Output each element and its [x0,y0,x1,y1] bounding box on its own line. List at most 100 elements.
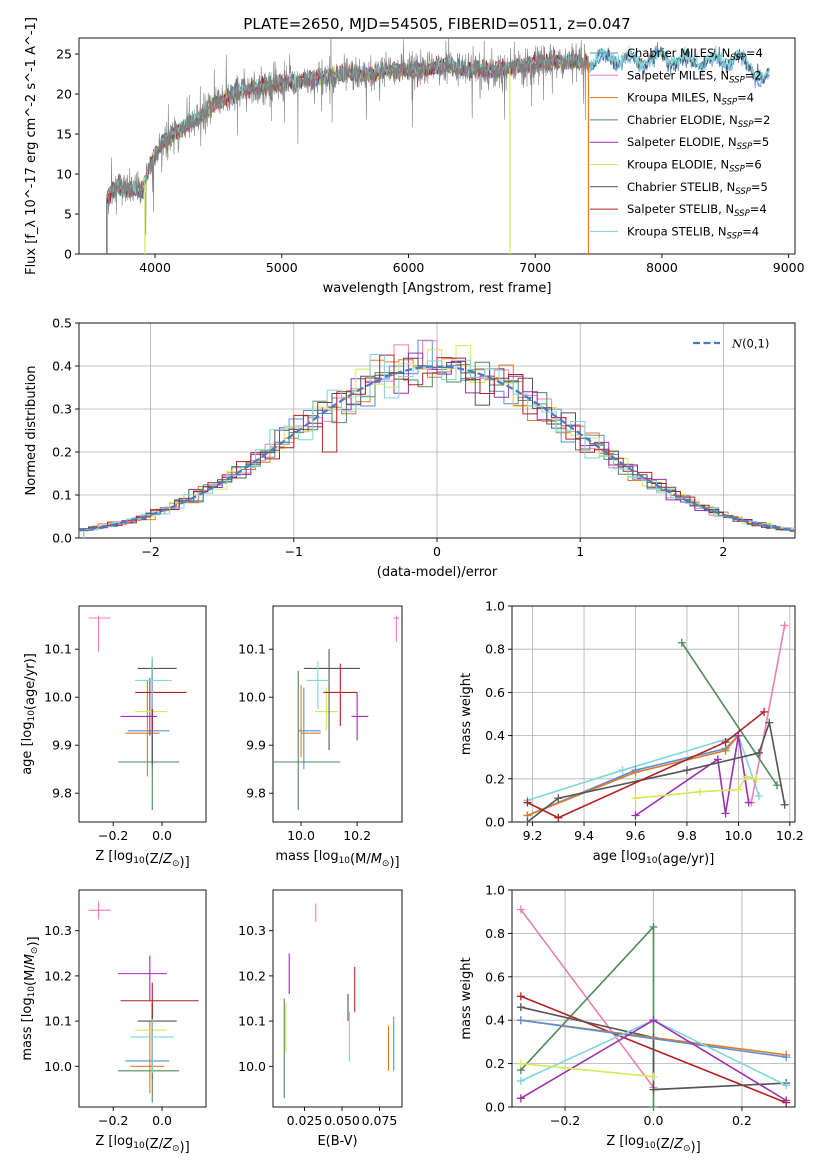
weight_vs_age-series-kroupa-stelib-marker [618,766,627,775]
age_vs_mass-errorbar-kroupa-stelib [306,661,330,710]
mass_vs_ebv-xlabel: E(B-V) [317,1134,357,1149]
age_vs_mass-frame [272,605,403,823]
residuals-ytick-label: 0.2 [52,445,72,460]
weight_vs_Z-ytick-label: 0.6 [485,969,505,984]
weight_vs_age-series-chabrier-stelib-marker [765,718,774,727]
age_vs_mass-errorbar-salpeter-elodie [351,692,369,741]
residuals-xtick-label: −1 [285,544,303,559]
weight_vs_age-xtick-label: 9.8 [677,828,697,843]
age_vs_Z-errorbar-salpeter-stelib [135,663,187,731]
weight_vs_Z-series-salpeter-stelib-marker [516,992,525,1001]
weight_vs_age-series-kroupa-elodie-marker [695,787,704,796]
residual-hist-salpeter-stelib [79,354,795,538]
mass_vs_ebv-ytick-label: 10.0 [238,1059,266,1074]
weight_vs_age-panel: 9.2 9.4 9.6 9.8 10.0 10.2 0.0 0.2 0.4 0.6 0.8 1.0 ag… [459,599,804,868]
spectrum-legend-label: Chabrier MILES, NSSP=4 [627,46,763,63]
age_vs_mass-xlabel: mass [log10(M/M⊙)] [275,849,399,870]
weight_vs_age-ytick-label: 0.8 [485,642,505,657]
residuals-ytick-label: 0.3 [52,402,72,417]
weight_vs_age-series-salpeter-stelib-marker [721,738,730,747]
age_vs_Z-panel: −0.2 0.0 9.8 9.9 10.0 10.1 Z [log10(Z/Z⊙)] age … [20,605,207,870]
spectrum-legend-label: Chabrier STELIB, NSSP=5 [627,180,768,197]
weight_vs_age-grid [512,605,795,823]
weight_vs_Z-series-chabrier-miles-marker [782,1053,791,1062]
weight_vs_Z-series-kroupa-stelib-marker [516,1076,525,1085]
weight_vs_age-series-kroupa-miles-line [527,735,740,817]
age_vs_Z-errorbar-chabrier-elodie [118,666,180,810]
weight_vs_Z-series-kroupa-elodie-marker [516,1059,525,1068]
weight_vs_Z-xtick-label: 0.0 [644,1113,664,1128]
mass_vs_Z-ytick-label: 10.1 [44,1014,72,1029]
age_vs_Z-xlabel: Z [log10(Z/Z⊙)] [95,849,189,870]
weight_vs_age-series-chabrier-stelib-marker [780,800,789,809]
weight_vs_age-series-chabrier-elodie [677,638,781,790]
weight_vs_age-series-chabrier-elodie-line [681,642,778,786]
spectrum-legend-label: Chabrier ELODIE, NSSP=2 [627,113,770,130]
mass_vs_Z-errorbar-chabrier-elodie [118,1003,180,1103]
spectrum-legend-label: Salpeter ELODIE, NSSP=5 [627,135,769,152]
weight_vs_age-series-chabrier-elodie-marker [772,781,781,790]
residuals-ytick-label: 0.0 [52,531,72,546]
residuals-ytick-label: 0.4 [52,359,72,374]
spectrum-panel: 4000 5000 6000 7000 8000 9000 0 5 10 15 20 25 wavele… [24,17,805,296]
spectrum-ytick-label: 10 [56,167,72,182]
mass_vs_Z-errorbar-kroupa-miles [130,1021,165,1094]
spectrum-legend-label: Salpeter MILES, NSSP=2 [627,68,762,85]
spectrum-xtick-label: 6000 [393,260,425,275]
spectrum-frame [78,37,796,255]
weight_vs_Z-series-kroupa-stelib-marker [782,1081,791,1090]
age_vs_mass-errorbar-chabrier-miles [298,687,321,770]
weight_vs_age-series-kroupa-miles-marker [631,768,640,777]
weight_vs_age-ytick-label: 0.4 [485,728,505,743]
age_vs_Z-frame [78,605,207,823]
plots: 4000 5000 6000 7000 8000 90000510152025wavele… [20,17,805,1155]
age_vs_Z-ytick-label: 9.8 [52,786,72,801]
mass_vs_ebv-ytick-label: 10.1 [238,1014,266,1029]
weight_vs_age-xtick-label: 9.4 [574,828,594,843]
age_vs_mass-ytick-label: 10.1 [238,642,266,657]
mass_vs_Z-errorbar-salpeter-miles [88,901,111,920]
weight_vs_age-series-salpeter-miles-line [750,625,786,803]
weight_vs_Z-ytick-label: 0.0 [485,1100,505,1115]
weight_vs_age-xtick-label: 9.2 [523,828,543,843]
weight_vs_Z-series-kroupa-elodie-marker [649,1072,658,1081]
mass_vs_Z-xtick-label: −0.2 [98,1113,128,1128]
weight_vs_age-series-kroupa-elodie-marker [734,785,743,794]
weight_vs_age-series-kroupa-miles-marker [721,746,730,755]
weight_vs_age-xtick-label: 10.0 [724,828,752,843]
age_vs_mass-errorbar-salpeter-miles [393,615,400,642]
mass_vs_ebv-panel: 0.025 0.050 0.075 10.0 10.1 10.2 10.3 E(B-V) [238,889,403,1149]
weight_vs_Z-series-salpeter-elodie-marker [649,1016,658,1025]
age_vs_Z-errorbar-kroupa-stelib [135,656,172,710]
spectrum-xtick-label: 9000 [773,260,805,275]
age_vs_Z-ytick-label: 10.0 [44,690,72,705]
mass_vs_Z-errorbar-kroupa-stelib [130,1018,175,1074]
age_vs_Z-errorbar-kroupa-elodie [135,687,167,731]
figure-title: PLATE=2650, MJD=54505, FIBERID=0511, z=0… [243,15,630,33]
weight_vs_age-series-chabrier-stelib-marker [682,766,691,775]
weight_vs_Z-series-kroupa-elodie-line [520,1062,654,1078]
spectrum-legend-label: Kroupa STELIB, NSSP=4 [627,224,759,241]
weight_vs_Z-ytick-label: 1.0 [485,883,505,898]
weight_vs_Z-series-salpeter-elodie-marker [782,1096,791,1105]
mass_vs_Z-ytick-label: 10.0 [44,1059,72,1074]
age_vs_mass-errorbar-kroupa-miles [300,685,321,758]
weight_vs_age-series-chabrier-stelib [523,718,789,826]
normal-reference-curve [79,365,795,532]
weight_vs_Z-panel: −0.2 0.0 0.2 0.0 0.2 0.4 0.6 0.8 1.0 Z [log10(Z/Z… [459,883,796,1155]
weight_vs_Z-ytick-label: 0.8 [485,926,505,941]
residuals-ytick-label: 0.1 [52,488,72,503]
mass_vs_Z-panel: −0.2 0.0 10.0 10.1 10.2 10.3 Z [log10(Z/Z⊙)] ma… [20,889,207,1155]
weight_vs_age-frame [511,605,796,823]
weight_vs_Z-series-chabrier-miles-marker [516,1016,525,1025]
weight_vs_age-series-chabrier-stelib-marker [523,818,532,826]
spectrum-legend-label: Kroupa ELODIE, NSSP=6 [627,158,762,175]
weight_vs_Z-series-chabrier-miles [516,1016,791,1062]
mass_vs_Z-ytick-label: 10.2 [44,968,72,983]
age_vs_Z-errorbar-salpeter-elodie [120,678,158,736]
weight_vs_Z-series-chabrier-elodie-line [520,924,655,1107]
spectrum-ytick-label: 5 [64,207,72,222]
age_vs_mass-xtick-label: 10.0 [287,828,315,843]
weight_vs_Z-series-salpeter-miles-marker [516,905,525,914]
